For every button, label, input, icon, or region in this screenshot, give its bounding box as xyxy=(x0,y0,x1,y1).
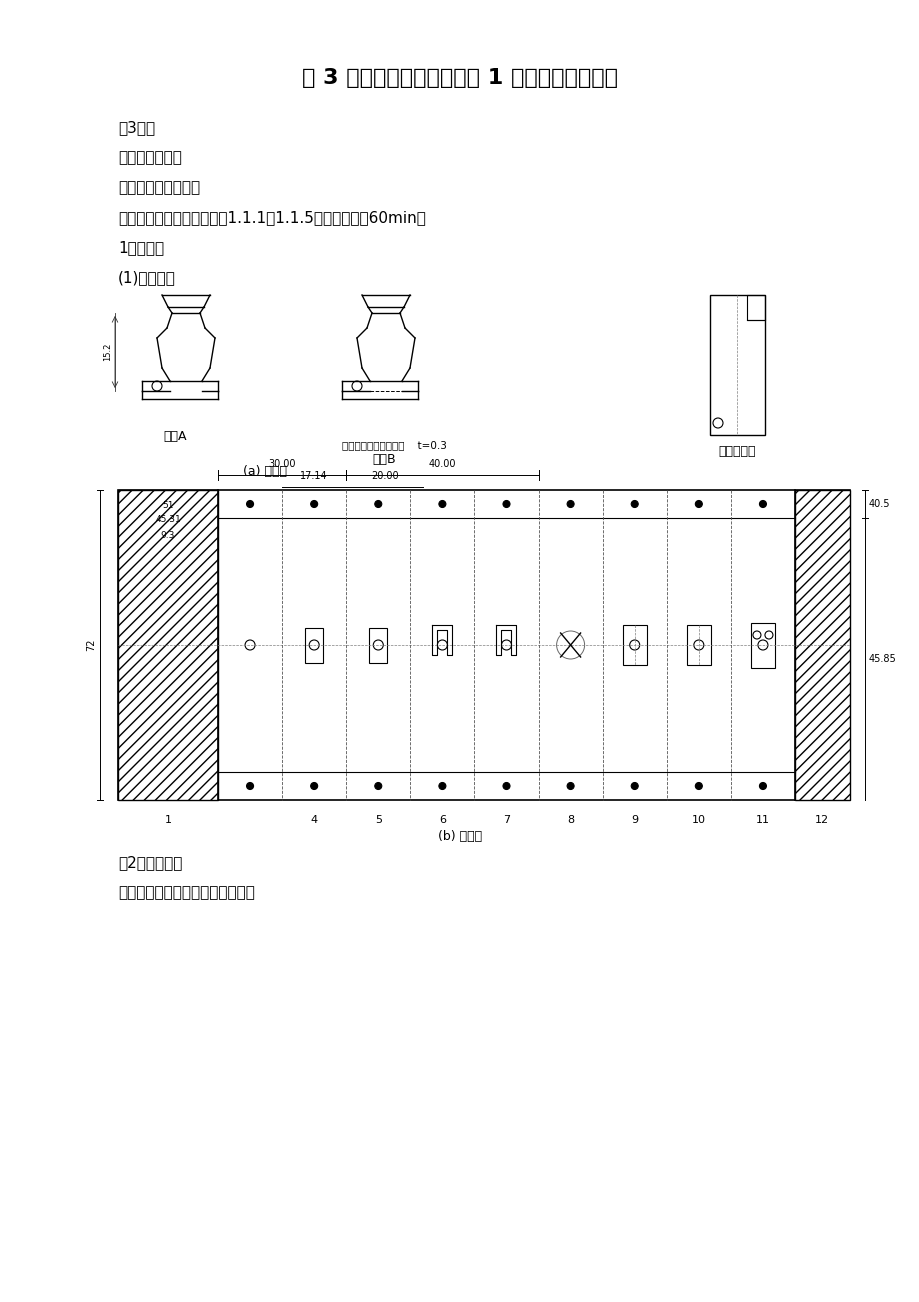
Circle shape xyxy=(501,641,511,650)
Circle shape xyxy=(152,381,162,391)
Bar xyxy=(622,625,646,665)
Text: 第3部分: 第3部分 xyxy=(118,120,155,135)
Text: 1: 1 xyxy=(165,815,171,825)
Text: 45.31: 45.31 xyxy=(155,516,181,525)
Text: 指出排样图中各工位的名称及功能: 指出排样图中各工位的名称及功能 xyxy=(118,885,255,900)
Text: 30.00: 30.00 xyxy=(268,460,296,469)
Circle shape xyxy=(438,783,446,789)
Bar xyxy=(369,628,387,663)
Text: 零件B: 零件B xyxy=(371,453,395,466)
Bar xyxy=(686,625,710,665)
Text: 12: 12 xyxy=(814,815,828,825)
Text: 40.5: 40.5 xyxy=(868,499,890,509)
Circle shape xyxy=(764,631,772,639)
Circle shape xyxy=(630,500,638,508)
Bar xyxy=(746,296,765,320)
Circle shape xyxy=(352,381,361,391)
Circle shape xyxy=(246,783,254,789)
Text: 材料：硬态锡磷青铜带    t=0.3: 材料：硬态锡磷青铜带 t=0.3 xyxy=(342,440,447,450)
Text: 72: 72 xyxy=(85,639,96,651)
Circle shape xyxy=(556,631,584,659)
Circle shape xyxy=(712,418,722,428)
Bar xyxy=(118,490,849,799)
Text: 5: 5 xyxy=(374,815,381,825)
Text: 7: 7 xyxy=(503,815,509,825)
Bar xyxy=(118,490,218,799)
Text: 4: 4 xyxy=(311,815,317,825)
Text: 20.00: 20.00 xyxy=(370,471,398,480)
Circle shape xyxy=(309,641,319,650)
Circle shape xyxy=(374,500,381,508)
Text: 9: 9 xyxy=(630,815,638,825)
Text: 操作技能复习题: 操作技能复习题 xyxy=(118,150,182,165)
Text: (b) 排样图: (b) 排样图 xyxy=(437,829,482,842)
Circle shape xyxy=(757,641,767,650)
Circle shape xyxy=(752,631,760,639)
Bar xyxy=(709,296,765,435)
Text: 15.2: 15.2 xyxy=(103,342,112,361)
Text: (a) 零件图: (a) 零件图 xyxy=(243,465,287,478)
Text: 零件A: 零件A xyxy=(163,430,187,443)
Text: 11: 11 xyxy=(755,815,769,825)
Circle shape xyxy=(246,500,254,508)
Text: (1)背景资料: (1)背景资料 xyxy=(118,270,176,285)
Text: 45.85: 45.85 xyxy=(868,654,896,664)
Circle shape xyxy=(311,783,317,789)
Text: （2）试题要求: （2）试题要求 xyxy=(118,855,182,870)
Circle shape xyxy=(565,641,575,650)
Circle shape xyxy=(693,641,703,650)
Circle shape xyxy=(503,500,509,508)
Text: 8: 8 xyxy=(566,815,573,825)
Circle shape xyxy=(438,500,446,508)
Text: 17.14: 17.14 xyxy=(300,471,327,480)
Circle shape xyxy=(758,783,766,789)
Circle shape xyxy=(758,500,766,508)
Text: 6: 6 xyxy=(438,815,446,825)
Circle shape xyxy=(373,641,383,650)
Text: 第 3 部分模具设计师冷冲模 1 级操作技能复习题: 第 3 部分模具设计师冷冲模 1 级操作技能复习题 xyxy=(301,68,618,89)
Circle shape xyxy=(630,783,638,789)
Text: 工艺分析与结构设计: 工艺分析与结构设计 xyxy=(118,180,200,195)
Text: 1、试题单: 1、试题单 xyxy=(118,240,164,255)
Circle shape xyxy=(566,500,573,508)
Bar xyxy=(750,622,774,668)
Text: 一、工艺分析（试题代码：1.1.1－1.1.5；考核时间：60min）: 一、工艺分析（试题代码：1.1.1－1.1.5；考核时间：60min） xyxy=(118,210,425,225)
Text: 9.3: 9.3 xyxy=(161,530,175,539)
Circle shape xyxy=(311,500,317,508)
Circle shape xyxy=(695,500,701,508)
Circle shape xyxy=(374,783,381,789)
Text: 40.00: 40.00 xyxy=(428,460,456,469)
Text: 51: 51 xyxy=(162,500,174,509)
Circle shape xyxy=(629,641,639,650)
Bar xyxy=(305,628,323,663)
Circle shape xyxy=(437,641,447,650)
Bar xyxy=(794,490,849,799)
Text: 展开毛坯图: 展开毛坯图 xyxy=(718,445,755,458)
Circle shape xyxy=(695,783,701,789)
Circle shape xyxy=(244,641,255,650)
Circle shape xyxy=(503,783,509,789)
Circle shape xyxy=(566,783,573,789)
Text: 10: 10 xyxy=(691,815,705,825)
